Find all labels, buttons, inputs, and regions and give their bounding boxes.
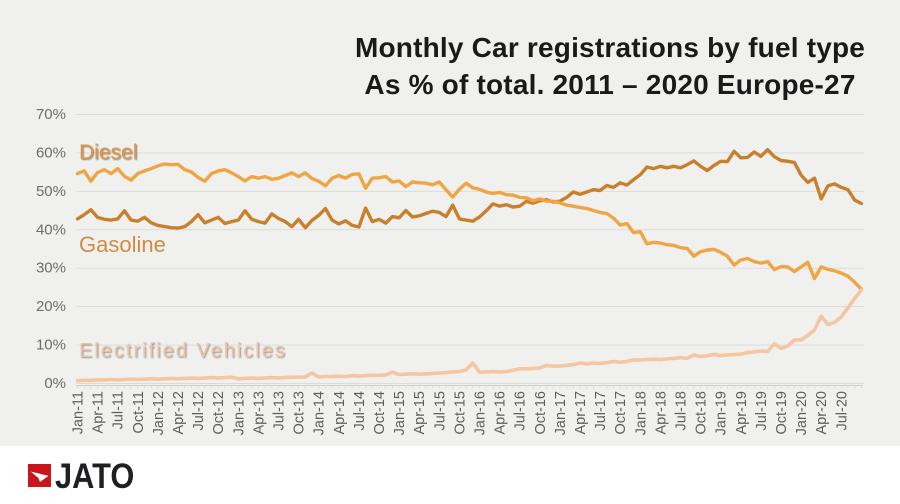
svg-text:Jul-19: Jul-19 bbox=[754, 391, 770, 431]
svg-text:Apr-14: Apr-14 bbox=[332, 391, 348, 435]
svg-text:Jul-16: Jul-16 bbox=[513, 391, 529, 431]
svg-text:70%: 70% bbox=[36, 106, 66, 123]
svg-text:40%: 40% bbox=[36, 221, 66, 238]
svg-text:Oct-17: Oct-17 bbox=[613, 391, 629, 435]
svg-text:Apr-13: Apr-13 bbox=[251, 391, 267, 435]
svg-text:Oct-18: Oct-18 bbox=[694, 391, 710, 435]
svg-text:Oct-13: Oct-13 bbox=[292, 391, 308, 435]
svg-text:Oct-15: Oct-15 bbox=[452, 391, 468, 435]
svg-text:Apr-20: Apr-20 bbox=[814, 391, 830, 435]
svg-text:Apr-11: Apr-11 bbox=[91, 391, 107, 433]
svg-text:Jan-17: Jan-17 bbox=[553, 391, 569, 435]
svg-text:Jul-17: Jul-17 bbox=[593, 391, 609, 431]
svg-text:Jan-12: Jan-12 bbox=[151, 391, 167, 435]
svg-text:Jan-19: Jan-19 bbox=[714, 391, 730, 435]
svg-text:Jul-14: Jul-14 bbox=[352, 391, 368, 431]
svg-text:Oct-19: Oct-19 bbox=[774, 391, 790, 435]
svg-text:Jul-12: Jul-12 bbox=[191, 391, 207, 431]
svg-text:50%: 50% bbox=[36, 183, 66, 200]
svg-text:Apr-12: Apr-12 bbox=[171, 391, 187, 435]
svg-text:Apr-17: Apr-17 bbox=[573, 391, 589, 435]
svg-text:Oct-11: Oct-11 bbox=[131, 391, 147, 433]
svg-text:Jan-11: Jan-11 bbox=[71, 391, 87, 434]
svg-text:Jan-13: Jan-13 bbox=[231, 391, 247, 435]
svg-text:Apr-16: Apr-16 bbox=[493, 391, 509, 435]
svg-text:10%: 10% bbox=[36, 337, 66, 354]
svg-text:Jul-18: Jul-18 bbox=[674, 391, 690, 431]
svg-text:Oct-16: Oct-16 bbox=[533, 391, 549, 435]
svg-text:Jan-20: Jan-20 bbox=[794, 391, 810, 435]
svg-text:Jul-11: Jul-11 bbox=[111, 391, 127, 429]
svg-text:Jan-14: Jan-14 bbox=[312, 391, 328, 435]
svg-text:Jan-18: Jan-18 bbox=[633, 391, 649, 435]
svg-text:Jan-15: Jan-15 bbox=[392, 391, 408, 435]
svg-text:Apr-19: Apr-19 bbox=[734, 391, 750, 435]
svg-text:Jul-13: Jul-13 bbox=[272, 391, 288, 431]
svg-text:Jul-20: Jul-20 bbox=[834, 391, 850, 431]
svg-text:Jan-16: Jan-16 bbox=[473, 391, 489, 435]
svg-text:60%: 60% bbox=[36, 144, 66, 161]
svg-text:Apr-15: Apr-15 bbox=[412, 391, 428, 435]
svg-text:30%: 30% bbox=[36, 260, 66, 277]
svg-text:Oct-12: Oct-12 bbox=[211, 391, 227, 435]
svg-text:Apr-18: Apr-18 bbox=[653, 391, 669, 435]
svg-text:Oct-14: Oct-14 bbox=[372, 391, 388, 435]
svg-text:20%: 20% bbox=[36, 298, 66, 315]
svg-text:0%: 0% bbox=[44, 375, 66, 392]
svg-text:Jul-15: Jul-15 bbox=[432, 391, 448, 431]
